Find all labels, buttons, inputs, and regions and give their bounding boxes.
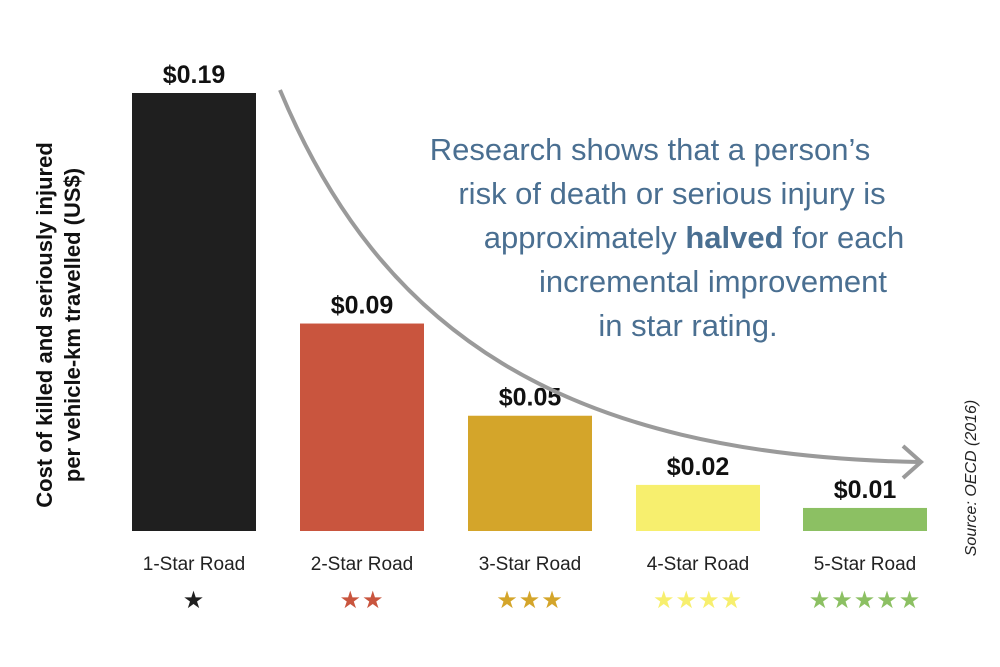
value-label: $0.02 [667,453,730,481]
value-label: $0.09 [331,292,394,320]
annotation-line-3: approximately halved for each [484,220,904,255]
star-rating-icon: ★★★★ [653,586,743,614]
annotation-text: Research shows that a person’s risk of d… [430,132,905,343]
annotation-line-2: risk of death or serious injury is [458,176,885,211]
annotation-line-4: incremental improvement [539,264,887,299]
bar-4-star [636,484,760,531]
y-axis-label: Cost of killed and seriously injured per… [32,142,85,508]
y-axis-label-line-2: per vehicle-km travelled (US$) [60,168,85,482]
annotation-line-3-bold: halved [685,220,783,255]
category-label: 4-Star Road [647,554,749,575]
source-note: Source: OECD (2016) [963,400,980,557]
value-label: $0.01 [834,476,897,504]
bar-2-star [300,323,424,531]
bar-3-star [468,415,592,531]
bar-1-star [132,93,256,531]
y-axis-label-line-1: Cost of killed and seriously injured [32,142,57,508]
arrow-head-icon [901,444,925,480]
star-rating-icon: ★★★ [496,586,564,614]
halving-trend-arrow [278,89,919,464]
category-label: 2-Star Road [311,554,413,575]
annotation-line-5: in star rating. [598,308,777,343]
annotation-line-3-pre: approximately [484,220,686,255]
bars-group [132,93,927,531]
annotation-line-3-post: for each [784,220,905,255]
category-label: 1-Star Road [143,554,245,575]
bar-5-star [803,507,927,531]
annotation-line-1: Research shows that a person’s [430,132,871,167]
star-rating-icon: ★★ [339,586,384,614]
star-rating-icon: ★★★★★ [809,586,922,614]
value-label: $0.19 [163,61,226,89]
star-rating-icon: ★ [183,586,206,614]
category-label: 5-Star Road [814,554,916,575]
category-labels-group: 1-Star Road 2-Star Road 3-Star Road 4-Star … [143,554,916,575]
star-ratings-group: ★ ★★ ★★★ ★★★★ ★★★★★ [183,586,922,614]
category-label: 3-Star Road [479,554,581,575]
